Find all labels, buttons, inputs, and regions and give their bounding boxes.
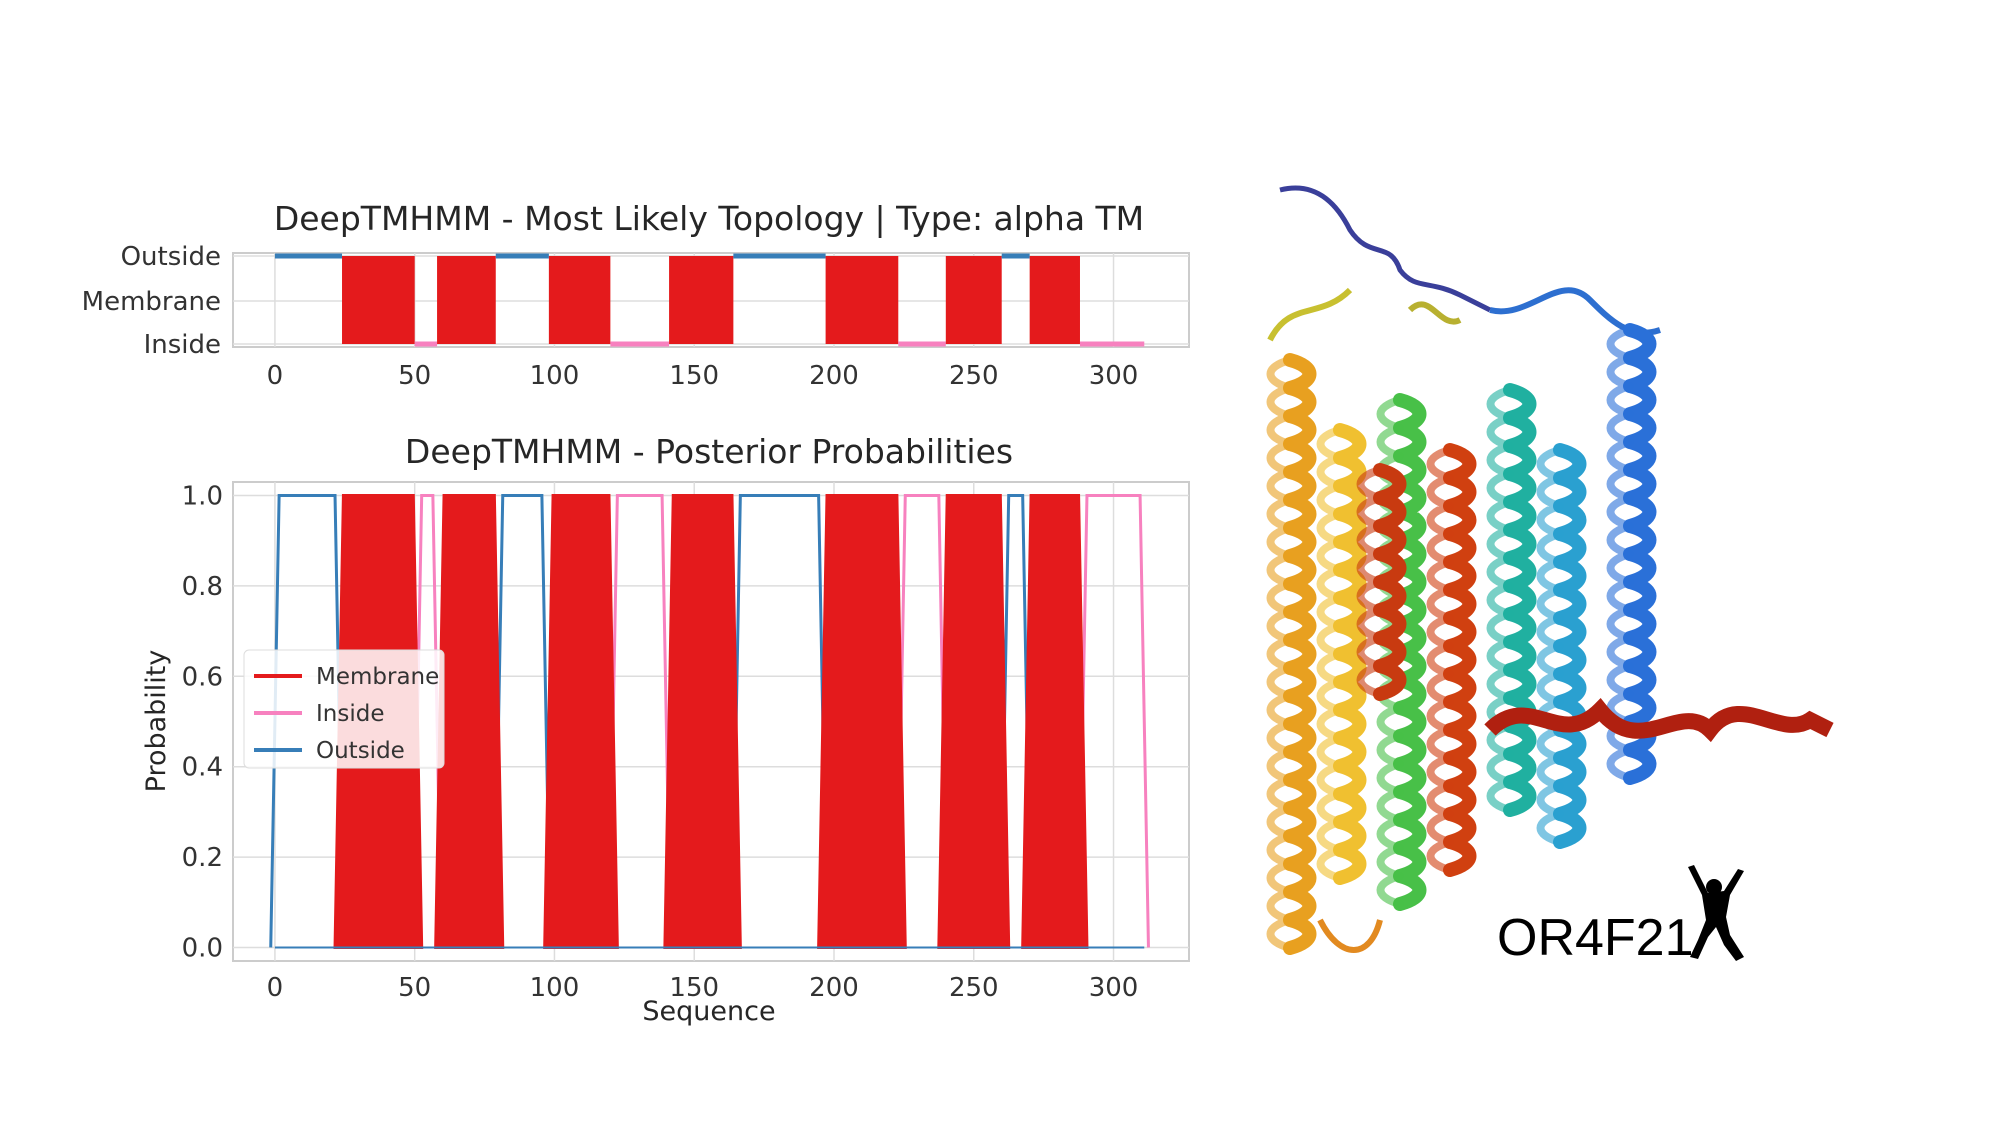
topology-membrane-segment	[342, 256, 415, 344]
posterior-x-tick-label: 50	[398, 973, 431, 1003]
posterior-x-tick-label: 200	[809, 973, 859, 1003]
topology-membrane-segment	[437, 256, 496, 344]
legend-label-inside: Inside	[316, 701, 384, 727]
posterior-chart: 0 50 100 150 200 250 300 0.0 0.2 0.4 0.6 0.8 1.0 Dee…	[141, 432, 1190, 1027]
topology-chart-title: DeepTMHMM - Most Likely Topology | Type:…	[274, 199, 1144, 238]
topology-membrane-segment	[1029, 256, 1080, 344]
posterior-x-tick-label: 150	[669, 973, 719, 1003]
posterior-x-tick-label: 100	[530, 973, 580, 1003]
topology-x-tick-label: 100	[530, 361, 580, 391]
legend-label-membrane: Membrane	[316, 664, 439, 690]
topology-y-tick-label: Membrane	[82, 287, 221, 317]
topology-membrane-segment	[548, 256, 611, 344]
topology-membrane-segment	[825, 256, 899, 344]
topology-x-tick-label: 300	[1089, 361, 1139, 391]
topology-chart: 0 50 100 150 200 250 300InsideMembraneOutside …	[82, 199, 1190, 391]
posterior-x-tick-label: 250	[949, 973, 999, 1003]
posterior-y-tick-label: 1.0	[182, 482, 223, 512]
posterior-membrane-area	[663, 494, 742, 949]
posterior-membrane-area	[937, 494, 1011, 949]
topology-membrane-segment	[945, 256, 1002, 344]
posterior-membrane-area	[817, 494, 907, 949]
posterior-y-tick-label: 0.8	[182, 572, 223, 602]
topology-x-tick-label: 50	[398, 361, 431, 391]
posterior-legend: Membrane Inside Outside	[243, 649, 445, 769]
legend-label-outside: Outside	[316, 738, 405, 764]
posterior-membrane-area	[434, 494, 505, 949]
dancing-figure-icon	[1688, 865, 1744, 961]
posterior-x-axis-label: Sequence	[642, 996, 775, 1027]
protein-structure-image	[1266, 185, 1834, 955]
legend-box	[243, 649, 445, 769]
topology-x-tick-label: 250	[949, 361, 999, 391]
posterior-y-tick-label: 0.0	[182, 933, 223, 963]
posterior-chart-title: DeepTMHMM - Posterior Probabilities	[405, 432, 1013, 471]
posterior-membrane-area	[543, 494, 619, 949]
topology-x-tick-label: 150	[669, 361, 719, 391]
posterior-x-tick-label: 0	[267, 973, 284, 1003]
topology-membrane-segment	[669, 256, 734, 344]
topology-y-tick-label: Outside	[121, 242, 221, 272]
topology-x-tick-label: 0	[267, 361, 284, 391]
posterior-y-tick-label: 0.6	[182, 662, 223, 692]
posterior-membrane-area	[1021, 494, 1089, 949]
topology-y-tick-label: Inside	[144, 330, 221, 360]
posterior-y-axis-label: Probability	[141, 650, 172, 793]
posterior-y-tick-label: 0.4	[182, 753, 223, 783]
topology-x-tick-label: 200	[809, 361, 859, 391]
posterior-x-tick-label: 300	[1089, 973, 1139, 1003]
posterior-y-tick-label: 0.2	[182, 843, 223, 873]
protein-name-label: OR4F21	[1497, 909, 1694, 967]
